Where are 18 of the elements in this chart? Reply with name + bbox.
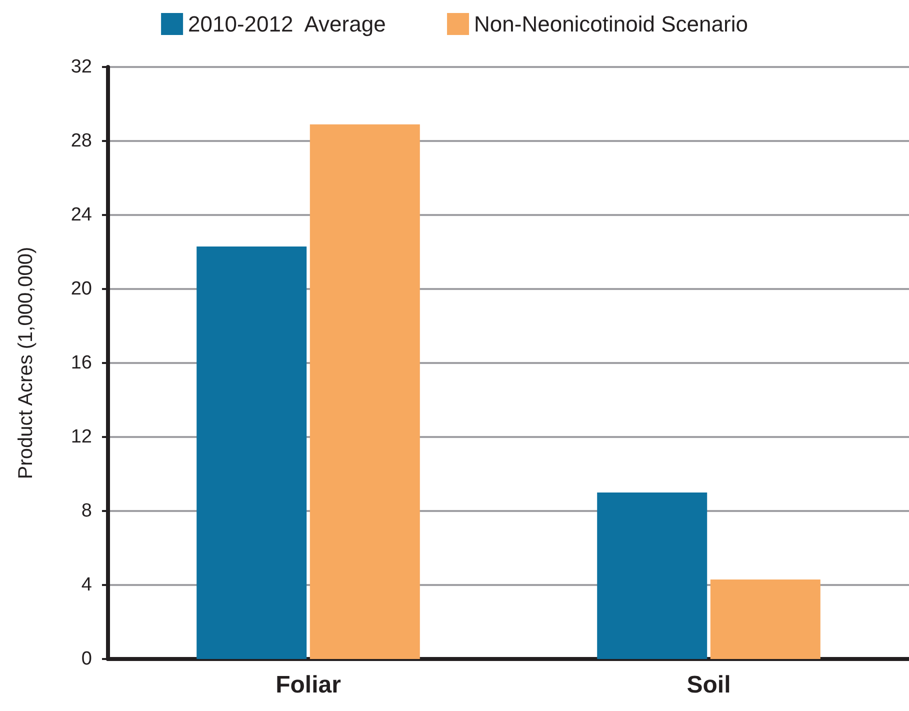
bar xyxy=(597,492,708,659)
y-tick-label: 12 xyxy=(70,426,92,448)
y-tick-label: 16 xyxy=(70,352,92,374)
bar xyxy=(710,579,820,659)
y-tick-label: 32 xyxy=(70,56,92,78)
y-tick-label: 4 xyxy=(81,574,92,596)
y-tick-label: 8 xyxy=(81,500,92,522)
x-tick-label: Soil xyxy=(686,672,731,698)
y-axis-title: Product Acres (1,000,000) xyxy=(15,246,37,480)
y-tick-label: 28 xyxy=(70,130,92,152)
y-tick-label: 0 xyxy=(81,648,92,670)
legend-label: 2010-2012 Average xyxy=(188,12,386,36)
y-tick-label: 20 xyxy=(70,278,92,300)
bar xyxy=(196,246,307,659)
legend-label: Non-Neonicotinoid Scenario xyxy=(474,12,748,36)
x-tick-label: Foliar xyxy=(276,672,341,698)
bar xyxy=(310,124,420,659)
y-tick-label: 24 xyxy=(70,204,92,226)
